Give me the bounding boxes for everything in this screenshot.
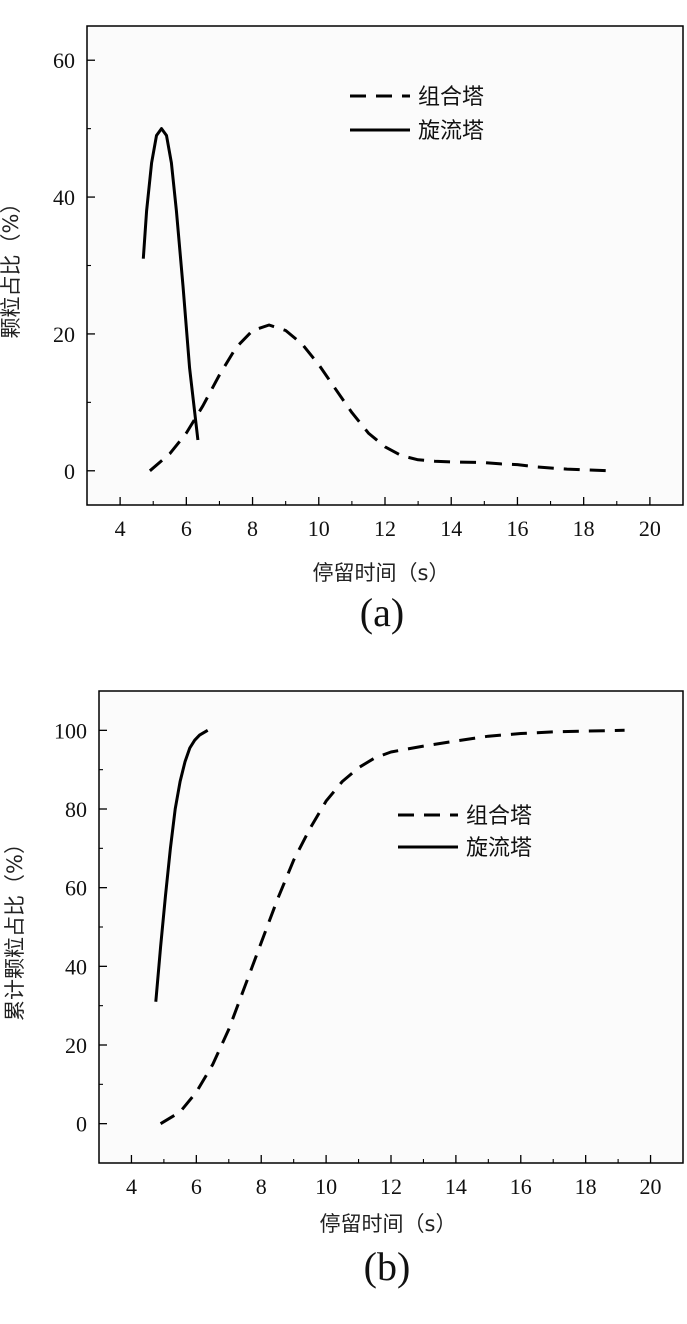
y-tick-label: 60 [53, 48, 75, 73]
x-tick-label: 10 [308, 516, 330, 541]
x-tick-label: 20 [639, 516, 661, 541]
plot-frame [98, 690, 684, 1164]
x-tick-label: 8 [247, 516, 258, 541]
y-tick-label: 0 [76, 1112, 87, 1137]
legend-label: 旋流塔 [418, 119, 484, 144]
series-line-swirl-tower [154, 729, 209, 1002]
y-tick-label: 100 [54, 718, 87, 743]
chart-panel-b: 4 6 8 10 12 14 16 18 20 0 20 40 60 80 100 组合塔旋流塔停留时间（s）… [3, 690, 684, 1289]
x-tick-label: 6 [191, 1174, 202, 1199]
x-axis-title: 停留时间（s） [313, 561, 450, 585]
x-tick-label: 6 [181, 516, 192, 541]
y-tick-label: 20 [53, 322, 75, 347]
panel-label: (b) [364, 1244, 411, 1289]
y-tick-label: 80 [65, 797, 87, 822]
y-tick-label: 20 [65, 1033, 87, 1058]
y-tick-label: 60 [65, 876, 87, 901]
legend-label: 组合塔 [466, 804, 532, 829]
x-tick-label: 14 [445, 1174, 467, 1199]
series-line-swirl-tower [141, 127, 200, 441]
x-tick-label: 18 [575, 1174, 597, 1199]
x-tick-label: 16 [510, 1174, 532, 1199]
x-tick-label: 4 [126, 1174, 137, 1199]
x-tick-label: 12 [380, 1174, 402, 1199]
legend-label: 组合塔 [418, 85, 484, 110]
x-tick-label: 10 [315, 1174, 337, 1199]
x-tick-label: 18 [573, 516, 595, 541]
panel-label: (a) [360, 590, 404, 635]
x-axis-title: 停留时间（s） [320, 1212, 457, 1236]
series-line-combined-tower [148, 323, 611, 473]
y-axis-title: 累计颗粒占比（%） [3, 833, 27, 1021]
x-tick-label: 14 [440, 516, 462, 541]
plot-frame [86, 25, 684, 506]
x-tick-label: 4 [115, 516, 126, 541]
x-tick-label: 12 [374, 516, 396, 541]
y-axis-title: 颗粒占比（%） [0, 193, 23, 339]
legend-label: 旋流塔 [466, 836, 532, 861]
y-tick-label: 40 [65, 954, 87, 979]
x-tick-label: 16 [506, 516, 528, 541]
y-tick-label: 40 [53, 185, 75, 210]
x-tick-label: 8 [256, 1174, 267, 1199]
x-tick-label: 20 [640, 1174, 662, 1199]
y-tick-label: 0 [64, 459, 75, 484]
